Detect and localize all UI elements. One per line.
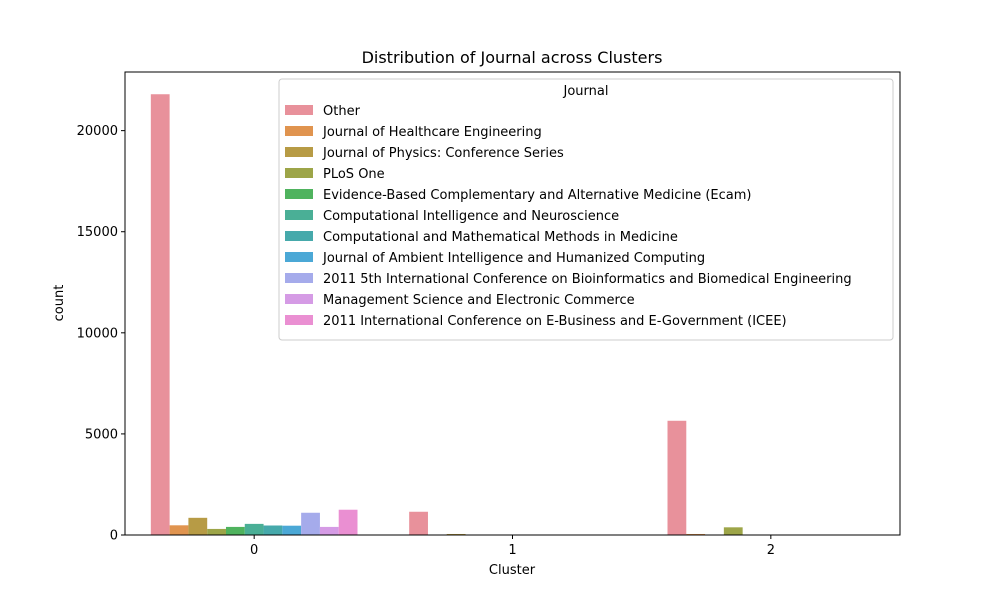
legend-swatch [285,147,313,157]
axes-layer: 0 5000 10000 15000 20000 0 1 2 [77,71,901,558]
bar [319,526,339,535]
legend-label: Journal of Healthcare Engineering [322,125,542,140]
y-tick-label: 10000 [77,326,118,341]
legend-label: Computational Intelligence and Neuroscie… [323,209,619,224]
bar [207,528,226,535]
legend-label: 2011 5th International Conference on Bio… [323,272,852,287]
chart-title: Distribution of Journal across Clusters [362,48,663,67]
legend-swatch [285,105,313,115]
legend-label: Management Science and Electronic Commer… [323,293,635,308]
legend-swatch [285,273,313,283]
x-axis-label: Cluster [489,563,536,578]
bar [301,512,320,535]
y-tick-label: 20000 [77,124,118,139]
legend-label: Other [323,104,361,119]
legend-box [278,78,894,341]
y-axis-label: count [52,285,67,322]
legend-swatch [285,210,313,220]
y-tick-label: 0 [110,529,118,544]
legend-swatch [285,189,313,199]
bars-layer [150,94,743,536]
y-tick-label: 15000 [77,225,118,240]
bar [244,523,264,535]
legend-label: Journal of Ambient Intelligence and Huma… [322,251,705,266]
legend-swatch [285,315,313,325]
bar [723,527,743,535]
bar [338,509,358,535]
legend-swatch [285,168,313,178]
legend-swatch [285,126,313,136]
y-tick-label: 5000 [85,427,118,442]
legend-label: PLoS One [323,167,385,182]
legend: Journal Other Journal of Healthcare Engine… [278,78,894,341]
bar [667,420,687,535]
bar [188,517,208,535]
bar [169,525,189,535]
x-tick-label: 0 [250,543,258,558]
bar [263,525,283,535]
bar [409,511,428,535]
legend-label: 2011 International Conference on E-Busin… [323,314,787,329]
legend-label: Journal of Physics: Conference Series [322,146,564,161]
bar [282,525,302,535]
bar [150,94,170,536]
x-tick-label: 1 [508,543,516,558]
legend-swatch [285,231,313,241]
legend-label: Evidence-Based Complementary and Alterna… [323,188,752,203]
legend-title: Journal [563,84,609,99]
legend-label: Computational and Mathematical Methods i… [323,230,678,245]
bar [225,526,245,535]
bar [686,533,706,535]
legend-swatch [285,294,313,304]
x-tick-label: 2 [767,543,775,558]
bar [446,533,466,535]
legend-swatch [285,252,313,262]
